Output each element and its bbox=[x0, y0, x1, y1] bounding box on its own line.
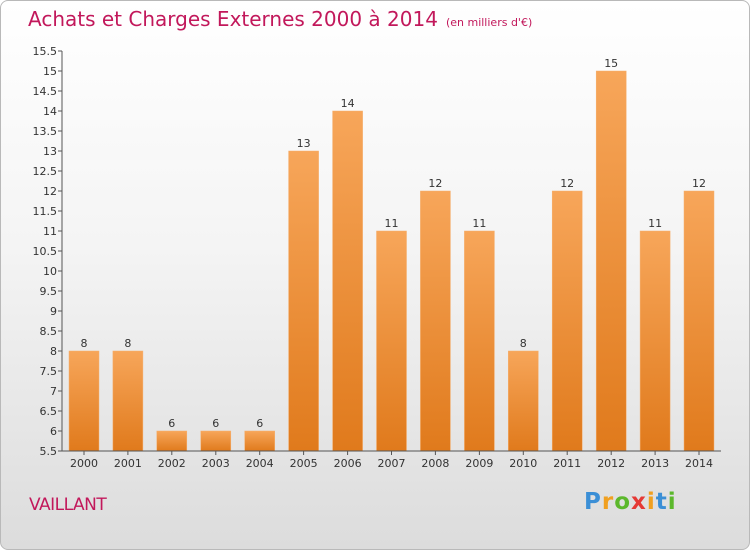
bar-2014 bbox=[683, 190, 715, 452]
y-tick-10: 10 bbox=[43, 265, 57, 278]
data-label-2014: 12 bbox=[692, 177, 706, 190]
bar-2006 bbox=[332, 110, 363, 452]
y-tick-8: 8 bbox=[50, 345, 57, 358]
bar-2004 bbox=[244, 430, 275, 452]
y-tick-14-5: 14.5 bbox=[33, 85, 58, 98]
y-tick-9: 9 bbox=[50, 305, 57, 318]
x-tick-2012: 2012 bbox=[597, 457, 625, 470]
y-tick-9-5: 9.5 bbox=[40, 285, 58, 298]
y-tick-7: 7 bbox=[50, 385, 57, 398]
y-tick-10-5: 10.5 bbox=[33, 245, 58, 258]
commune-name: VAILLANT bbox=[29, 495, 107, 515]
y-tick-11: 11 bbox=[43, 225, 57, 238]
x-tick-2005: 2005 bbox=[290, 457, 318, 470]
x-tick-2007: 2007 bbox=[378, 457, 406, 470]
y-tick-15-5: 15.5 bbox=[33, 45, 58, 58]
data-label-2008: 12 bbox=[428, 177, 442, 190]
data-label-2011: 12 bbox=[560, 177, 574, 190]
bar-2012 bbox=[595, 70, 627, 452]
x-tick-2010: 2010 bbox=[509, 457, 537, 470]
bar-2005 bbox=[288, 150, 319, 452]
y-tick-7-5: 7.5 bbox=[40, 365, 58, 378]
x-tick-2013: 2013 bbox=[641, 457, 669, 470]
y-tick-15: 15 bbox=[43, 65, 57, 78]
bar-2009 bbox=[464, 230, 495, 452]
x-tick-2003: 2003 bbox=[202, 457, 230, 470]
bar-2000 bbox=[68, 350, 100, 452]
data-label-2012: 15 bbox=[604, 57, 618, 70]
x-tick-2002: 2002 bbox=[158, 457, 186, 470]
x-tick-2009: 2009 bbox=[465, 457, 493, 470]
data-label-2009: 11 bbox=[472, 217, 486, 230]
logo-letter: r bbox=[601, 489, 615, 515]
x-tick-2004: 2004 bbox=[246, 457, 274, 470]
y-tick-14: 14 bbox=[43, 105, 57, 118]
x-tick-2008: 2008 bbox=[421, 457, 449, 470]
y-tick-12: 12 bbox=[43, 185, 57, 198]
bar-2010 bbox=[508, 350, 539, 452]
data-label-2013: 11 bbox=[648, 217, 662, 230]
bar-2003 bbox=[200, 430, 232, 452]
y-tick-13: 13 bbox=[43, 145, 57, 158]
y-tick-11-5: 11.5 bbox=[33, 205, 58, 218]
x-tick-2011: 2011 bbox=[553, 457, 581, 470]
data-label-2004: 6 bbox=[256, 417, 263, 430]
x-tick-2014: 2014 bbox=[685, 457, 713, 470]
bar-2011 bbox=[551, 190, 583, 452]
bar-2001 bbox=[112, 350, 144, 452]
data-label-2006: 14 bbox=[341, 97, 355, 110]
logo-letter: i bbox=[667, 489, 677, 515]
x-tick-2001: 2001 bbox=[114, 457, 142, 470]
logo-letter: i bbox=[646, 489, 656, 515]
bar-2002 bbox=[156, 430, 188, 452]
logo-letter: x bbox=[631, 489, 647, 515]
data-label-2003: 6 bbox=[212, 417, 219, 430]
logo-letter: P bbox=[584, 489, 602, 515]
chart-title-text: Achats et Charges Externes 2000 à 2014 bbox=[28, 7, 438, 31]
y-tick-6: 6 bbox=[50, 425, 57, 438]
bar-2007 bbox=[376, 230, 407, 452]
bar-2013 bbox=[639, 230, 671, 452]
x-tick-2000: 2000 bbox=[70, 457, 98, 470]
chart-title: Achats et Charges Externes 2000 à 2014 (e… bbox=[28, 7, 532, 31]
logo-letter: t bbox=[655, 489, 668, 515]
data-label-2010: 8 bbox=[520, 337, 527, 350]
bar-2008 bbox=[420, 190, 451, 452]
y-tick-12-5: 12.5 bbox=[33, 165, 58, 178]
data-label-2000: 8 bbox=[81, 337, 88, 350]
x-tick-2006: 2006 bbox=[334, 457, 362, 470]
logo-letter: o bbox=[614, 489, 632, 515]
proxiti-logo: Proxiti bbox=[584, 489, 677, 515]
data-label-2005: 13 bbox=[297, 137, 311, 150]
chart-subtitle: (en milliers d'€) bbox=[445, 16, 533, 29]
y-tick-8-5: 8.5 bbox=[40, 325, 58, 338]
data-label-2002: 6 bbox=[168, 417, 175, 430]
data-label-2007: 11 bbox=[385, 217, 399, 230]
y-tick-13-5: 13.5 bbox=[33, 125, 58, 138]
y-tick-6-5: 6.5 bbox=[40, 405, 58, 418]
y-tick-5-5: 5.5 bbox=[40, 445, 58, 458]
data-label-2001: 8 bbox=[124, 337, 131, 350]
